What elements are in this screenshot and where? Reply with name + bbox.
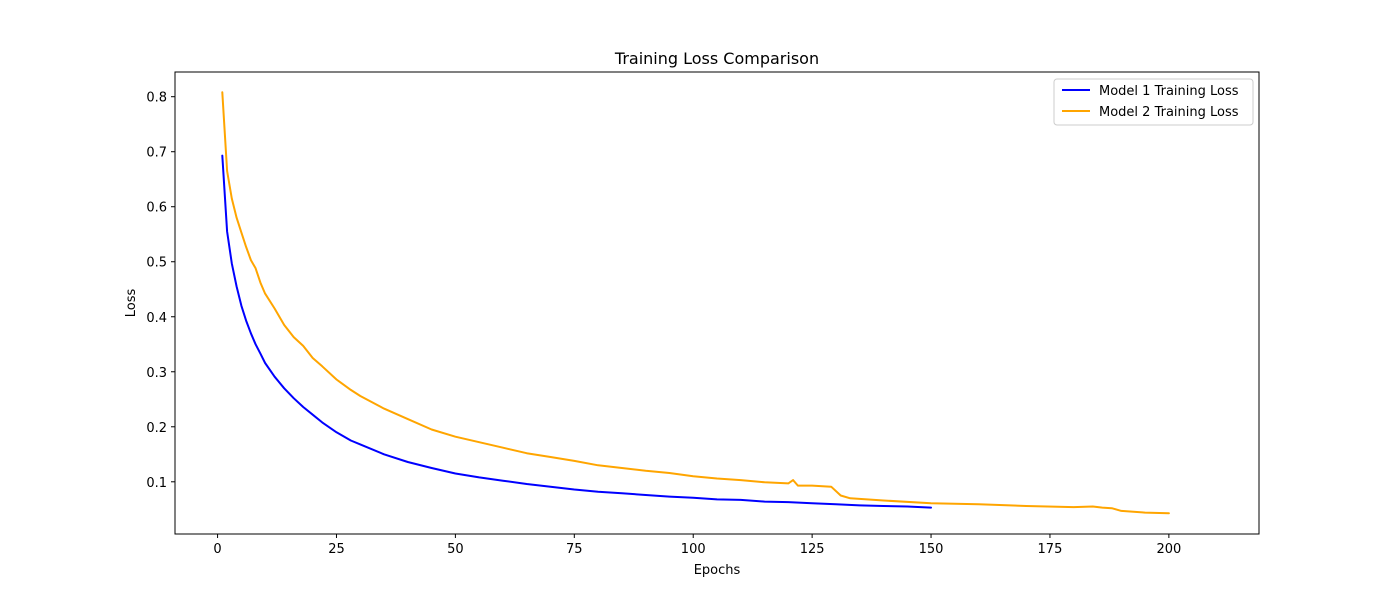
legend-box bbox=[1053, 78, 1254, 126]
plot-area bbox=[221, 91, 1170, 515]
y-tick-label: 0.4 bbox=[146, 311, 167, 326]
x-tick-label: 150 bbox=[919, 542, 944, 557]
chart-title: Training Loss Comparison bbox=[614, 49, 819, 68]
y-tick-label: 0.1 bbox=[146, 476, 167, 491]
x-axis: 0 25 50 75 100 125 150 175 200 bbox=[213, 534, 1181, 557]
series-line-model-1 bbox=[221, 154, 932, 509]
x-tick-label: 175 bbox=[1038, 542, 1063, 557]
legend-label-model-2: Model 2 Training Loss bbox=[1099, 105, 1239, 120]
x-tick-label: 200 bbox=[1156, 542, 1181, 557]
y-tick-label: 0.3 bbox=[146, 366, 167, 381]
x-tick-label: 50 bbox=[447, 542, 464, 557]
y-tick-label: 0.7 bbox=[146, 146, 167, 161]
y-tick-label: 0.2 bbox=[146, 421, 167, 436]
y-tick-label: 0.8 bbox=[146, 91, 167, 106]
x-tick-label: 75 bbox=[566, 542, 583, 557]
x-tick-label: 25 bbox=[328, 542, 345, 557]
x-tick-label: 100 bbox=[681, 542, 706, 557]
x-tick-label: 0 bbox=[213, 542, 221, 557]
y-tick-label: 0.6 bbox=[146, 201, 167, 216]
legend: Model 1 Training Loss Model 2 Training L… bbox=[1053, 78, 1254, 126]
x-axis-label: Epochs bbox=[694, 563, 741, 578]
x-tick-label: 125 bbox=[800, 542, 825, 557]
y-axis-label: Loss bbox=[124, 289, 139, 318]
axes-frame bbox=[174, 71, 1260, 535]
y-axis: 0.1 0.2 0.3 0.4 0.5 0.6 0.7 0.8 bbox=[146, 91, 175, 491]
y-tick-label: 0.5 bbox=[146, 256, 167, 271]
series-line-model-2 bbox=[221, 91, 1170, 515]
legend-label-model-1: Model 1 Training Loss bbox=[1099, 84, 1239, 99]
